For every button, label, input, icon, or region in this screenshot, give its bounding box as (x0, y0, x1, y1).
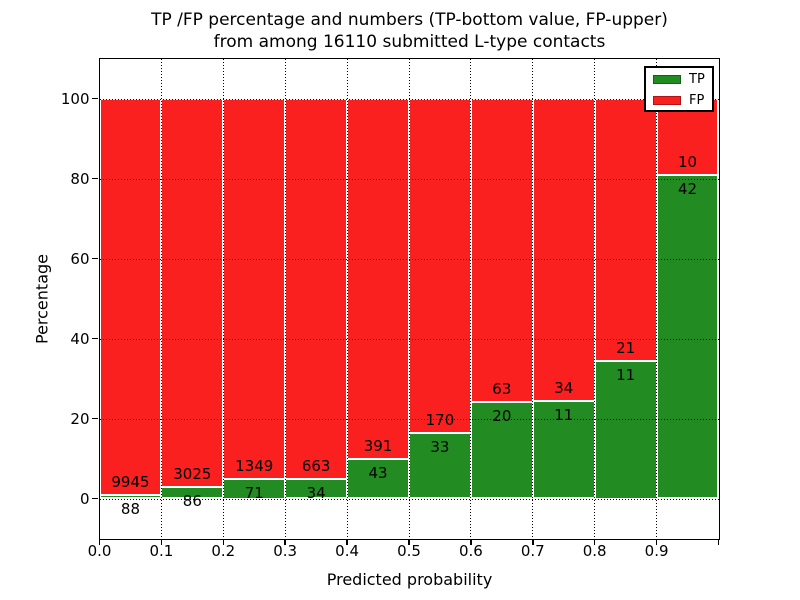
x-tick-mark (160, 540, 163, 545)
vertical-gridline (594, 58, 596, 539)
fp-count-label: 663 (301, 456, 331, 475)
fp-count-label: 391 (363, 436, 393, 455)
y-tick-mark (92, 97, 98, 100)
horizontal-gridline (99, 338, 719, 340)
tp-count-label: 42 (678, 180, 698, 199)
y-tick-label: 0 (79, 489, 90, 508)
y-tick-label: 100 (60, 89, 90, 108)
horizontal-gridline (99, 178, 719, 180)
y-tick-mark (92, 417, 98, 420)
x-tick-label: 0.8 (582, 541, 607, 560)
bar-fp-segment (99, 98, 162, 495)
legend-item-tp: TP (646, 69, 712, 90)
tp-count-label: 34 (306, 483, 326, 502)
legend-label-fp: FP (689, 93, 705, 108)
legend-item-fp: FP (646, 90, 712, 111)
legend-swatch-tp (653, 75, 681, 84)
legend-swatch-fp (653, 96, 681, 105)
vertical-gridline (222, 58, 224, 539)
y-tick-label: 80 (70, 169, 90, 188)
x-tick-mark (655, 540, 658, 545)
bar-fp-segment (223, 98, 286, 479)
x-tick-label: 0.0 (87, 541, 112, 560)
bar-tp-segment (347, 458, 409, 499)
tp-count-label: 11 (616, 366, 636, 384)
x-tick-label: 0.3 (273, 541, 298, 560)
x-tick-mark (98, 540, 101, 545)
chart-title: TP /FP percentage and numbers (TP-bottom… (99, 10, 720, 53)
fp-count-label: 1349 (235, 456, 274, 475)
y-tick-mark (92, 497, 98, 500)
horizontal-gridline (99, 418, 719, 420)
x-tick-label: 0.4 (335, 541, 360, 560)
chart-title-line1: TP /FP percentage and numbers (TP-bottom… (151, 10, 668, 30)
x-tick-label: 0.7 (520, 541, 545, 560)
plot-area: 9945 88 3025 86 1349 71 663 34 391 43 170 33 63 20 34 1… (61, 57, 720, 560)
vertical-gridline (284, 58, 286, 539)
bar-fp-segment (161, 98, 224, 488)
tp-count-label: 71 (244, 483, 264, 502)
fp-count-label: 21 (616, 339, 636, 357)
tp-count-label: 43 (368, 463, 388, 482)
horizontal-gridline (99, 258, 719, 260)
y-tick-mark (92, 177, 98, 180)
x-tick-mark (470, 540, 472, 545)
y-tick-label: 20 (70, 409, 90, 428)
vertical-gridline (470, 58, 472, 539)
tp-count-label: 20 (492, 407, 512, 426)
horizontal-gridline (99, 98, 719, 100)
bar-tp-segment (470, 402, 533, 499)
x-tick-label: 0.1 (149, 541, 174, 560)
y-tick-label: 40 (70, 329, 90, 348)
x-tick-label: 0.5 (397, 541, 421, 560)
x-tick-mark (593, 540, 596, 545)
legend: TP FP (644, 66, 714, 112)
y-tick-label: 60 (70, 249, 90, 268)
bar-fp-segment (347, 98, 409, 459)
fp-count-label: 34 (554, 378, 574, 397)
x-tick-label: 0.2 (211, 541, 236, 560)
vertical-gridline (532, 58, 534, 539)
bar-tp-segment (532, 400, 595, 499)
y-tick-mark (92, 337, 98, 340)
x-tick-mark (222, 540, 225, 545)
horizontal-gridline (99, 498, 719, 500)
bar-tp-segment (656, 175, 719, 499)
fp-count-label: 63 (492, 380, 512, 399)
tp-count-label: 33 (430, 438, 450, 457)
tp-count-label: 86 (182, 492, 202, 511)
bar-fp-segment (285, 98, 348, 479)
x-tick-label: 0.6 (458, 541, 483, 560)
x-tick-mark (346, 540, 348, 545)
fp-count-label: 10 (678, 153, 698, 172)
x-tick-mark (717, 540, 720, 545)
tp-count-label: 88 (120, 499, 140, 518)
legend-label-tp: TP (689, 72, 705, 87)
bar-fp-segment (470, 98, 533, 403)
fp-count-label: 170 (425, 411, 455, 430)
x-tick-mark (532, 540, 534, 545)
chart-title-line2: from among 16110 submitted L-type contac… (213, 31, 606, 52)
x-tick-label: 0.9 (644, 541, 669, 560)
tp-count-label: 11 (554, 405, 574, 424)
fp-count-label: 3025 (173, 465, 212, 484)
x-tick-mark (284, 540, 286, 545)
bar-fp-segment (594, 98, 657, 361)
x-tick-mark (408, 540, 410, 545)
y-tick-mark (92, 257, 98, 260)
x-axis-label: Predicted probability (326, 570, 493, 589)
vertical-gridline (160, 58, 162, 539)
fp-count-label: 9945 (111, 472, 150, 491)
vertical-gridline (408, 58, 410, 539)
vertical-gridline (346, 58, 348, 539)
vertical-gridline (656, 58, 658, 539)
